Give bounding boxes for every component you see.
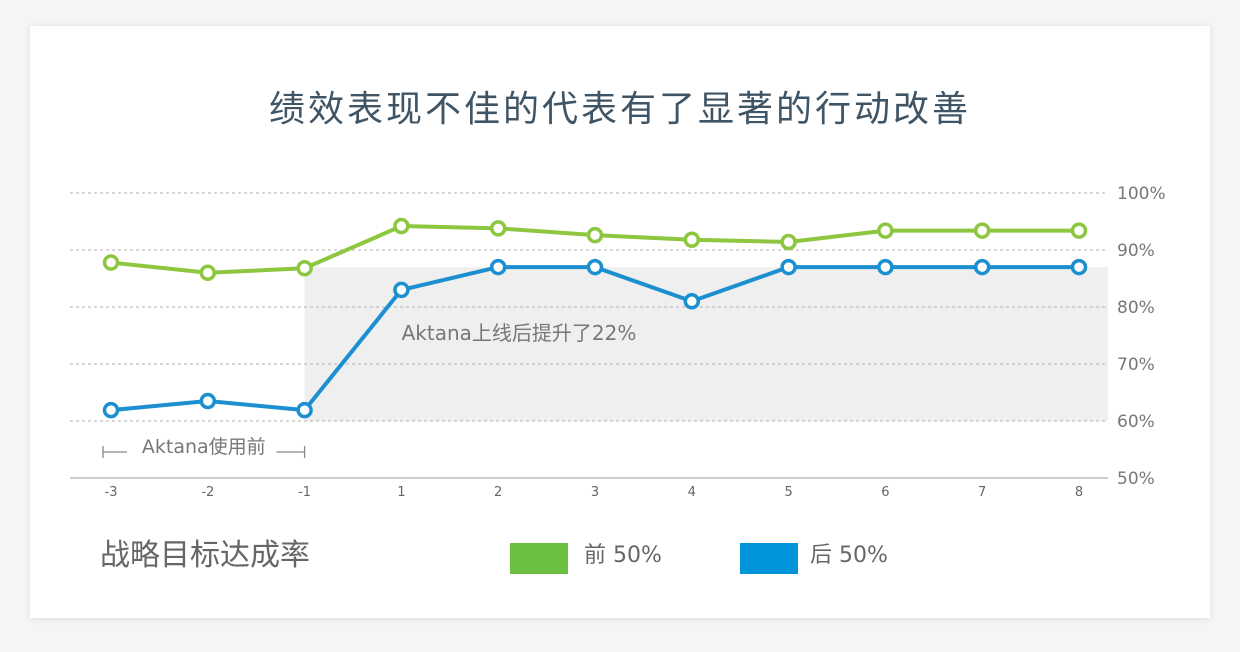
y-tick-label: 70% [1117,355,1155,375]
x-tick-label: 5 [784,485,792,500]
chart-subtitle: 战略目标达成率 [100,538,310,573]
x-tick-label: -2 [201,485,214,500]
data-point [683,293,701,310]
data-point [586,258,604,276]
y-tick-label: 50% [1117,469,1155,489]
x-tick-label: 6 [881,485,889,500]
highlight-region [304,267,1109,421]
data-point [780,233,797,251]
data-point [877,222,894,239]
data-point [586,226,604,244]
data-point [780,258,797,276]
data-point [199,264,217,282]
data-point [102,401,120,419]
y-tick-label: 60% [1117,412,1155,432]
data-point [296,259,313,277]
data-point [973,222,991,239]
y-tick-label: 80% [1117,298,1155,318]
chart-title: 绩效表现不佳的代表有了显著的行动改善 [269,89,971,130]
data-point [877,258,894,276]
data-point [973,258,991,276]
gridlines [70,192,1108,422]
before-bracket: Aktana使用前 [102,436,306,458]
data-point [489,220,507,237]
data-point [393,217,410,235]
legend-label-top50: 前 50% [584,543,662,568]
x-tick-label: 1 [397,485,405,500]
series-0 [102,217,1088,282]
x-tick-labels: -3 -2 -1 1 2 3 4 5 6 7 8 [105,485,1084,500]
y-tick-labels: 100% 90% 80% 70% 60% 50% [1117,184,1166,489]
x-tick-label: -1 [298,485,311,500]
x-tick-label: 7 [978,485,986,500]
data-point [102,254,120,271]
data-point [1070,222,1088,239]
x-tick-label: 2 [494,485,502,500]
x-tick-label: -3 [105,485,118,500]
legend: 前 50% 后 50% [510,543,888,574]
x-tick-label: 8 [1075,485,1083,500]
series-1 [102,258,1088,419]
data-point [393,281,410,299]
legend-swatch-bottom50 [740,543,798,574]
x-tick-label: 4 [688,485,696,500]
data-point [296,401,313,419]
before-bracket-label: Aktana使用前 [142,436,266,458]
legend-swatch-top50 [510,543,568,574]
data-point [683,231,701,248]
highlight-annotation: Aktana上线后提升了22% [402,321,637,345]
legend-label-bottom50: 后 50% [810,543,888,568]
y-tick-label: 90% [1117,241,1155,261]
data-point [1070,258,1088,276]
y-tick-label: 100% [1117,184,1166,204]
data-point [489,258,507,276]
series-layer [102,217,1088,419]
data-point [199,392,217,410]
x-tick-label: 3 [591,485,599,500]
